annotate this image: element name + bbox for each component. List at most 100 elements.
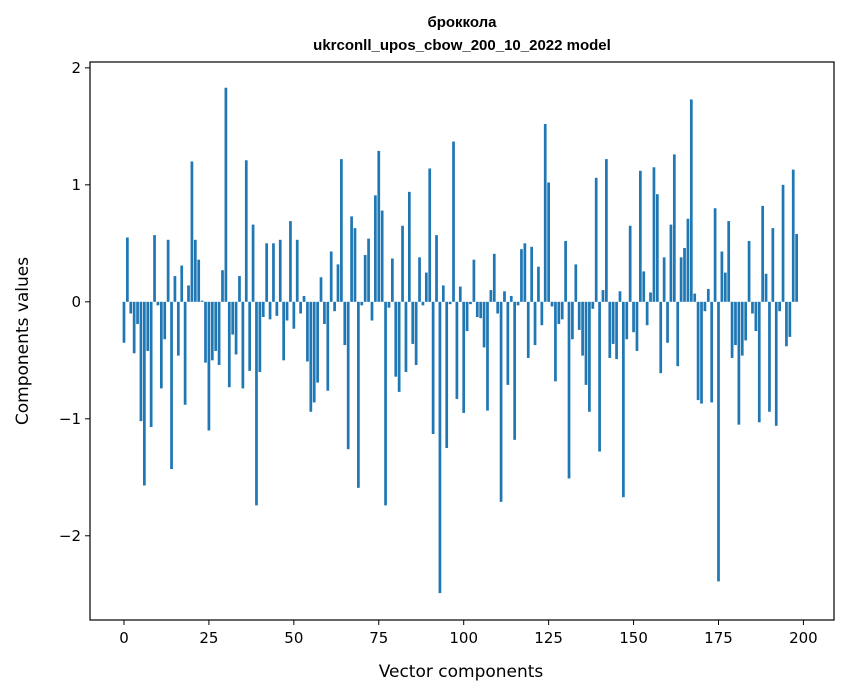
bar-189 <box>764 273 768 302</box>
bar-138 <box>591 301 595 309</box>
bar-73 <box>370 301 374 321</box>
bar-45 <box>275 301 279 316</box>
bar-155 <box>649 292 652 302</box>
bar-166 <box>686 218 690 302</box>
bar-97 <box>452 141 455 302</box>
x-tick-label-100: 100 <box>449 629 478 647</box>
bar-63 <box>336 264 340 302</box>
bar-1 <box>126 237 129 302</box>
bar-115 <box>513 301 517 440</box>
bar-39 <box>255 301 258 506</box>
bar-106 <box>482 301 486 348</box>
axis-ticks: 0 25 50 75 100 125 150 175 200 −2 −1 0 1 2 <box>59 59 818 647</box>
bar-78 <box>387 301 391 308</box>
bar-147 <box>622 301 625 498</box>
bar-195 <box>785 301 788 347</box>
bar-108 <box>489 290 493 302</box>
bar-194 <box>781 184 785 302</box>
bar-117 <box>520 249 523 302</box>
bar-56 <box>312 301 316 403</box>
bar-162 <box>672 154 676 302</box>
bar-107 <box>486 301 489 411</box>
bar-95 <box>445 301 449 449</box>
bar-64 <box>340 159 343 302</box>
bar-93 <box>438 301 442 594</box>
bar-137 <box>588 301 591 412</box>
bar-50 <box>292 301 296 329</box>
bar-183 <box>744 301 748 341</box>
x-axis-label: Vector components <box>379 662 544 682</box>
bar-133 <box>574 264 578 302</box>
bar-188 <box>761 205 765 302</box>
bar-65 <box>343 301 347 346</box>
bar-7 <box>146 301 150 351</box>
y-tick-label-0: 0 <box>71 293 81 311</box>
y-tick-label-1: 1 <box>71 176 81 194</box>
bar-156 <box>652 167 656 302</box>
bar-71 <box>363 255 367 302</box>
bar-131 <box>567 301 571 479</box>
bar-91 <box>431 301 435 434</box>
y-axis-label: Components values <box>13 257 33 425</box>
bar-70 <box>360 301 364 306</box>
bar-92 <box>435 235 438 302</box>
bar-96 <box>448 301 452 305</box>
bar-180 <box>734 301 737 346</box>
bar-130 <box>564 240 567 302</box>
bar-160 <box>666 301 669 343</box>
bar-110 <box>496 301 500 314</box>
bar-118 <box>523 243 527 302</box>
bar-88 <box>421 301 425 306</box>
bar-79 <box>390 258 394 302</box>
bar-72 <box>367 238 370 302</box>
bar-12 <box>163 301 167 340</box>
bar-49 <box>289 221 292 302</box>
bar-69 <box>357 301 360 488</box>
bar-52 <box>299 301 302 314</box>
bar-148 <box>625 301 629 340</box>
bar-161 <box>669 224 673 302</box>
bar-185 <box>751 301 754 314</box>
bar-151 <box>635 301 639 351</box>
bar-75 <box>377 150 381 302</box>
bar-series <box>122 87 798 594</box>
bar-103 <box>472 259 476 302</box>
bar-135 <box>581 301 584 356</box>
bar-179 <box>730 301 734 358</box>
bar-21 <box>193 239 197 302</box>
bar-139 <box>594 177 598 302</box>
bar-74 <box>374 195 377 302</box>
bar-58 <box>319 277 323 302</box>
bar-198 <box>795 233 798 302</box>
bar-47 <box>282 301 286 361</box>
bar-143 <box>608 301 612 358</box>
bar-82 <box>401 225 404 302</box>
bar-126 <box>550 301 554 307</box>
bar-136 <box>584 301 588 385</box>
bar-176 <box>720 251 724 302</box>
bar-170 <box>700 301 703 404</box>
bar-76 <box>380 210 384 302</box>
bar-192 <box>774 301 778 426</box>
bar-44 <box>272 243 275 302</box>
bar-181 <box>737 301 741 425</box>
bar-94 <box>441 285 445 302</box>
bar-121 <box>533 301 537 346</box>
bar-15 <box>173 276 177 302</box>
bar-53 <box>302 295 306 302</box>
bar-30 <box>224 87 228 302</box>
bar-4 <box>136 301 139 325</box>
bar-33 <box>234 301 238 355</box>
bar-46 <box>278 239 282 302</box>
bar-9 <box>153 235 156 302</box>
bar-87 <box>418 257 421 302</box>
bar-51 <box>295 239 299 302</box>
bar-41 <box>261 301 265 318</box>
bar-3 <box>132 301 136 354</box>
bar-175 <box>717 301 720 582</box>
bar-125 <box>547 182 550 302</box>
bar-23 <box>200 300 204 302</box>
chart-subtitle: ukrconll_upos_cbow_200_10_2022 model <box>313 37 611 54</box>
y-tick-label-2: 2 <box>71 59 81 77</box>
bar-32 <box>231 301 235 335</box>
